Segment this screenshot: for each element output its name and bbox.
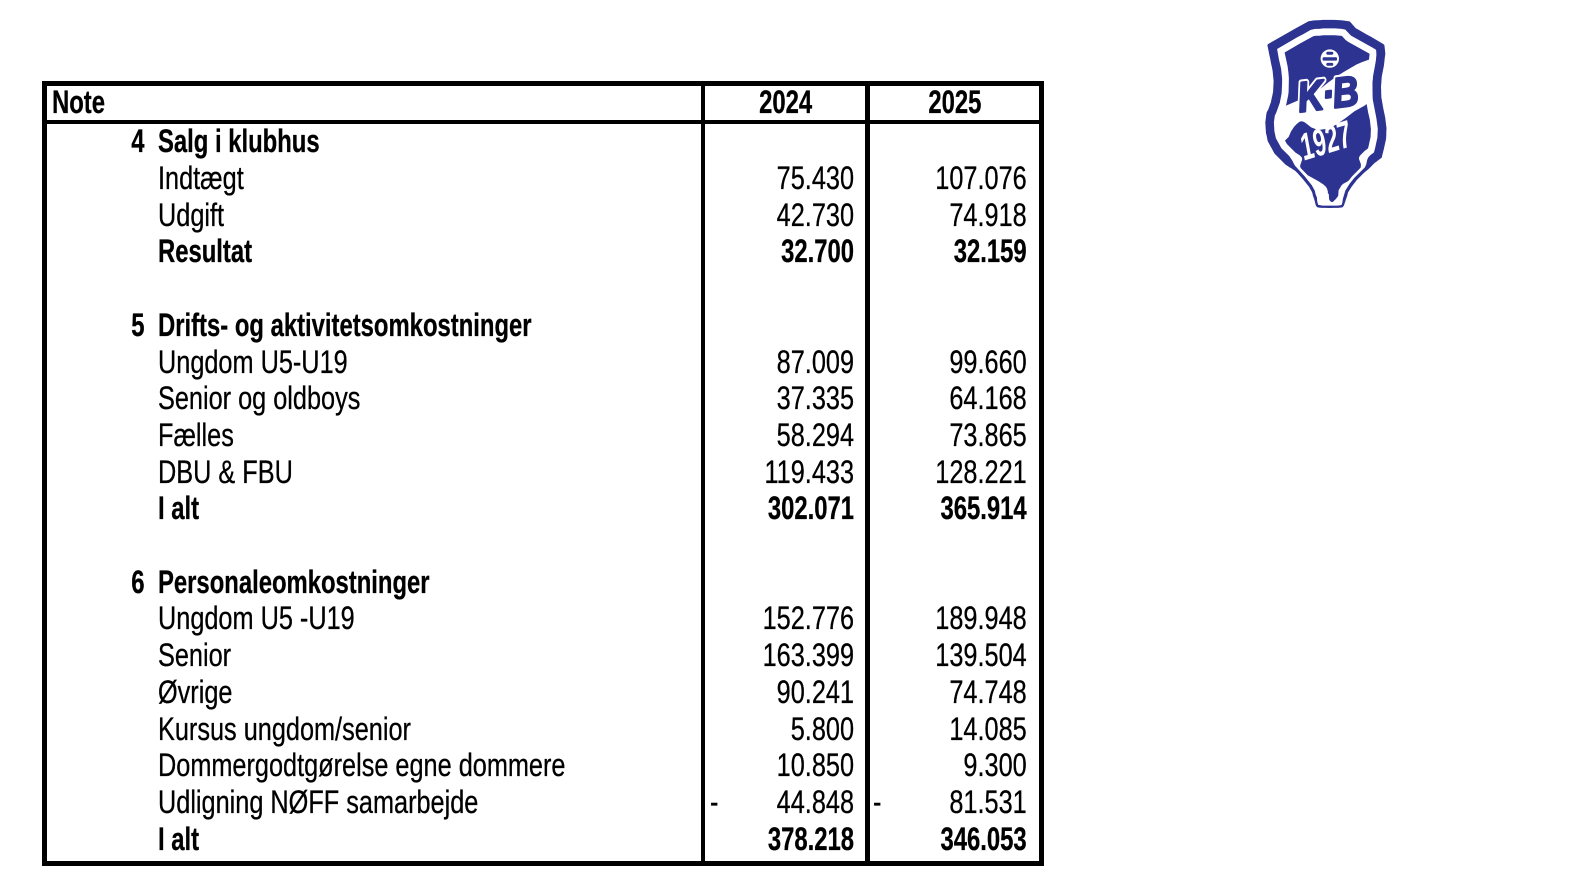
- svg-text:K·B: K·B: [1295, 68, 1360, 121]
- svg-text:K·B: K·B: [1295, 68, 1360, 121]
